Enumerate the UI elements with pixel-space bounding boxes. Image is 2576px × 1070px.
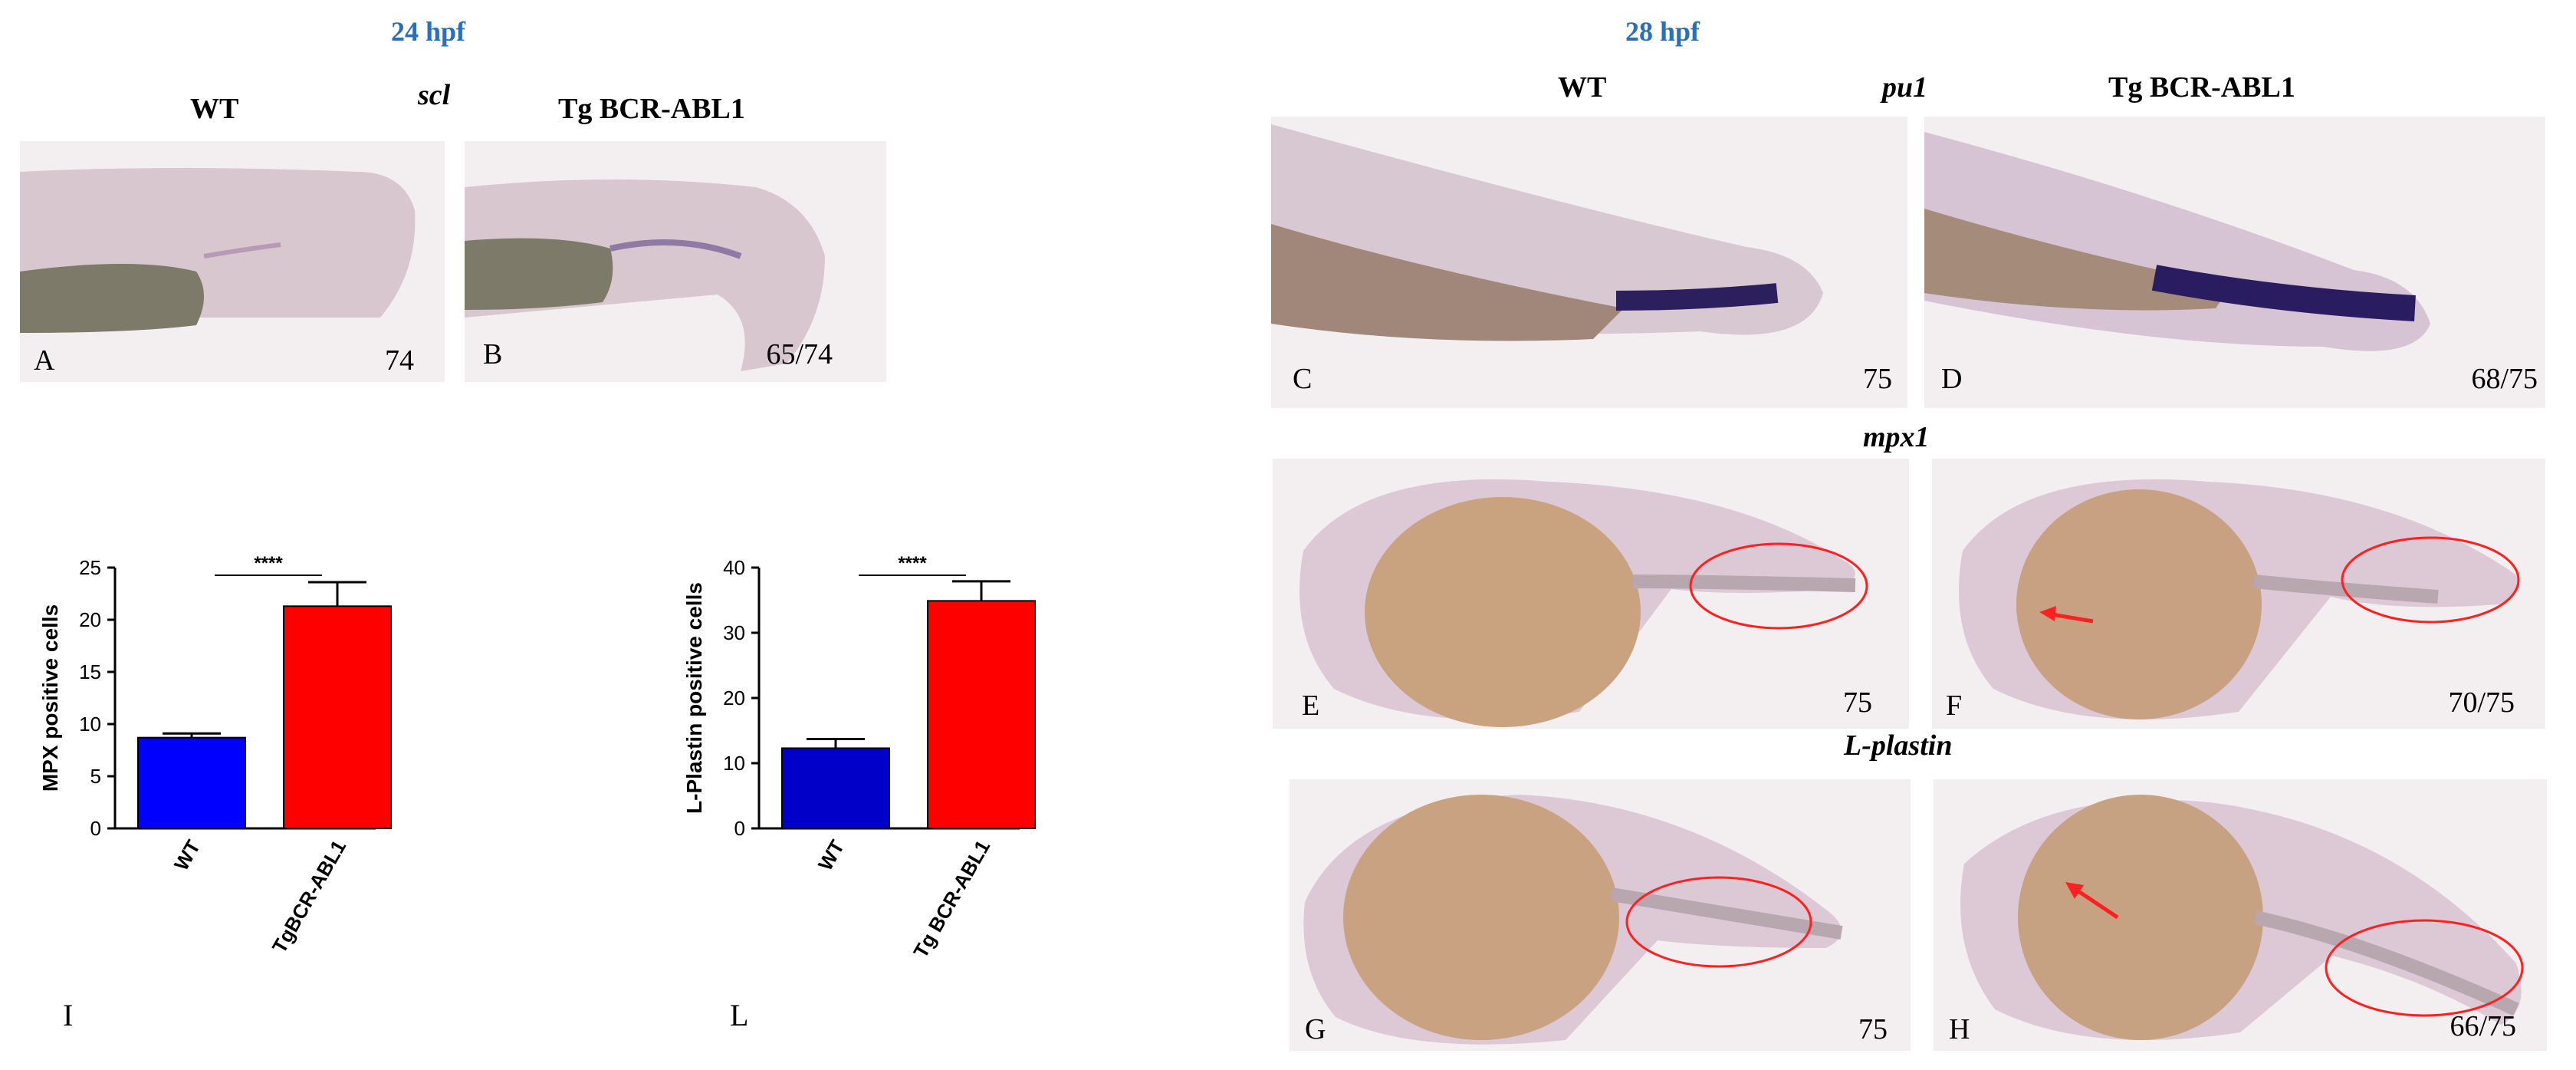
- y-tick-label: 20: [79, 608, 101, 631]
- panel-a-image: A 74: [20, 141, 445, 382]
- panel-c-count: 75: [1863, 363, 1892, 395]
- panel-d-count: 68/75: [2471, 363, 2538, 395]
- chart-l: 0 10 20 30 40 L-Plastin positive cells WT Tg BC…: [659, 529, 1257, 1020]
- bar-1: [927, 600, 1036, 829]
- panel-h-count: 66/75: [2450, 1010, 2516, 1042]
- panel-e-image: E 75: [1273, 459, 1909, 729]
- significance-label: ****: [254, 553, 283, 574]
- y-tick-label: 0: [90, 817, 101, 840]
- panel-f-image: F 70/75: [1932, 459, 2545, 729]
- y-tick-label: 40: [723, 556, 745, 579]
- panel-d-image: D 68/75: [1924, 117, 2545, 408]
- panel-d-letter: D: [1941, 363, 1963, 395]
- y-tick-label: 30: [723, 621, 745, 644]
- panel-h-image: H 66/75: [1934, 779, 2547, 1051]
- left-tg-label: Tg BCR-ABL1: [558, 93, 745, 125]
- gene-label-mpx1: mpx1: [1863, 421, 1930, 453]
- panel-b-count: 65/74: [766, 338, 833, 370]
- significance-label: ****: [898, 553, 927, 574]
- y-tick-label: 10: [723, 752, 745, 775]
- y-tick-label: 0: [734, 817, 745, 840]
- time-label-28hpf: 28 hpf: [1625, 16, 1700, 47]
- y-tick-label: 10: [79, 713, 101, 736]
- time-label-24hpf: 24 hpf: [391, 16, 466, 47]
- bar-0: [781, 747, 890, 830]
- panel-g-count: 75: [1858, 1013, 1888, 1045]
- y-axis-label: MPX positive cells: [38, 604, 62, 792]
- panel-c-image: C 75: [1271, 117, 1907, 408]
- panel-c-letter: C: [1293, 363, 1313, 395]
- x-category-label-1: TgBCR-ABL1: [268, 836, 350, 957]
- y-axis-label: L-Plastin positive cells: [682, 582, 706, 814]
- panel-f-letter: F: [1946, 690, 1963, 722]
- right-wt-label: WT: [1558, 71, 1607, 104]
- y-tick-label: 20: [723, 686, 745, 709]
- panel-e-letter: E: [1302, 690, 1320, 722]
- x-category-label-0: WT: [813, 836, 849, 874]
- panel-h-letter: H: [1949, 1013, 1970, 1045]
- panel-e-count: 75: [1843, 686, 1872, 719]
- right-tg-label: Tg BCR-ABL1: [2108, 71, 2295, 104]
- panel-b-letter: B: [483, 338, 503, 370]
- bar-0: [137, 736, 246, 829]
- panel-f-count: 70/75: [2448, 686, 2515, 719]
- chart-l-panel-letter: L: [730, 998, 749, 1032]
- panel-g-letter: G: [1305, 1013, 1326, 1045]
- left-wt-label: WT: [190, 93, 239, 125]
- x-category-label-1: Tg BCR-ABL1: [909, 836, 994, 962]
- y-tick-label: 25: [79, 556, 101, 579]
- y-tick-label: 15: [79, 660, 101, 683]
- panel-a-count: 74: [385, 344, 414, 377]
- left-gene-label-scl: scl: [418, 79, 451, 111]
- x-category-label-0: WT: [169, 836, 205, 874]
- chart-i: 0 5 10 15 20 25 MPX positive cells WT TgBCR-ABL1…: [15, 529, 613, 1020]
- panel-b-image: B 65/74: [465, 141, 886, 382]
- gene-label-lplastin: L-plastin: [1844, 729, 1953, 762]
- chart-i-panel-letter: I: [63, 998, 74, 1032]
- y-tick-label: 5: [90, 765, 101, 788]
- right-gene-label-pu1: pu1: [1882, 71, 1928, 104]
- panel-a-letter: A: [34, 344, 55, 377]
- bar-1: [283, 605, 392, 829]
- panel-g-image: G 75: [1290, 779, 1911, 1051]
